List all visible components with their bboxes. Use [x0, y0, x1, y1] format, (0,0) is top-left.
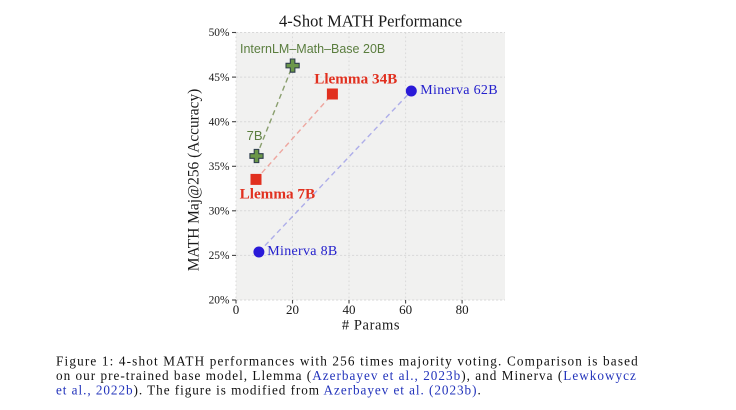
- svg-text:# Params: # Params: [342, 317, 400, 333]
- svg-text:4-Shot MATH Performance: 4-Shot MATH Performance: [279, 12, 462, 31]
- svg-text:50%: 50%: [209, 27, 230, 39]
- svg-text:35%: 35%: [209, 161, 230, 173]
- svg-text:on our pre-trained base model,: on our pre-trained base model, Llemma (A…: [56, 368, 637, 383]
- svg-text:Minerva 8B: Minerva 8B: [267, 244, 337, 259]
- svg-text:7B: 7B: [247, 128, 263, 143]
- svg-text:60: 60: [399, 302, 412, 317]
- svg-text:40%: 40%: [209, 116, 230, 128]
- svg-text:80: 80: [456, 302, 469, 317]
- svg-text:et al., 2022b). The figure is: et al., 2022b). The figure is modified f…: [56, 383, 482, 398]
- svg-text:25%: 25%: [209, 250, 230, 262]
- svg-text:Minerva 62B: Minerva 62B: [420, 83, 498, 98]
- svg-text:Llemma 7B: Llemma 7B: [240, 185, 316, 202]
- svg-text:Llemma 34B: Llemma 34B: [314, 71, 397, 88]
- svg-text:20: 20: [286, 302, 299, 317]
- svg-text:45%: 45%: [209, 72, 230, 84]
- svg-text:0: 0: [233, 302, 240, 317]
- svg-text:40: 40: [343, 302, 356, 317]
- svg-text:30%: 30%: [209, 206, 230, 218]
- svg-text:Figure 1: 4-shot MATH performa: Figure 1: 4-shot MATH performances with …: [56, 353, 639, 368]
- svg-text:InternLM–Math–Base 20B: InternLM–Math–Base 20B: [240, 42, 385, 56]
- svg-text:20%: 20%: [209, 295, 230, 307]
- svg-text:MATH Maj@256 (Accuracy): MATH Maj@256 (Accuracy): [185, 89, 202, 272]
